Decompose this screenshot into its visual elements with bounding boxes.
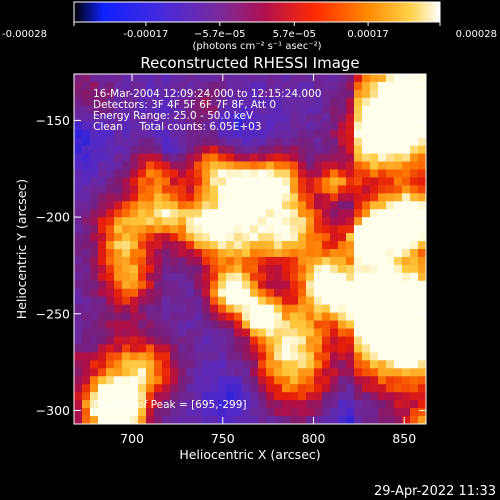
y-axis-label: Heliocentric Y (arcsec) bbox=[14, 179, 29, 319]
x-tick-label: 850 bbox=[392, 431, 416, 446]
axis-ticks: 700 750 800 850 −150 −200 −250 −300 bbox=[36, 74, 426, 446]
heatmap-image bbox=[74, 74, 426, 424]
annotation-clean-counts: Clean Total counts: 6.05E+03 bbox=[93, 121, 262, 133]
plot-title: Reconstructed RHESSI Image bbox=[140, 54, 359, 72]
y-tick-label: −250 bbox=[36, 306, 70, 321]
peak-position-label: Position of Peak = [695,-299] bbox=[93, 399, 247, 411]
colorbar bbox=[73, 1, 441, 23]
colorbar-tick-label: -0.00017 bbox=[123, 29, 168, 40]
annotation-energy-range: Energy Range: 25.0 - 50.0 keV bbox=[93, 110, 254, 122]
colorbar-ticks: -0.00028 -0.00017 −5.7e−05 5.7e−05 0.00017 0.… bbox=[2, 22, 497, 40]
y-tick-label: −300 bbox=[36, 403, 70, 418]
y-tick-label: −150 bbox=[36, 113, 70, 128]
colorbar-tick-label: 5.7e−05 bbox=[273, 29, 316, 40]
annotation-detectors: Detectors: 3F 4F 5F 6F 7F 8F, Att 0 bbox=[93, 99, 276, 111]
colorbar-tick-label: 0.00028 bbox=[456, 29, 497, 40]
plot-frame bbox=[73, 73, 427, 425]
colorbar-tick-label: −5.7e−05 bbox=[194, 29, 246, 40]
colorbar-tick-label: -0.00028 bbox=[2, 29, 47, 40]
y-tick-label: −200 bbox=[36, 210, 70, 225]
x-tick-label: 800 bbox=[302, 431, 326, 446]
annotation-time-range: 16-Mar-2004 12:09:24.000 to 12:15:24.000 bbox=[93, 88, 321, 100]
colorbar-tick-label: 0.00017 bbox=[347, 29, 388, 40]
x-axis-label: Heliocentric X (arcsec) bbox=[179, 447, 320, 462]
colorbar-units-label: (photons cm⁻² s⁻¹ asec⁻²) bbox=[192, 41, 321, 52]
x-tick-label: 750 bbox=[211, 431, 235, 446]
x-tick-label: 700 bbox=[120, 431, 144, 446]
timestamp: 29-Apr-2022 11:33 bbox=[374, 484, 496, 499]
